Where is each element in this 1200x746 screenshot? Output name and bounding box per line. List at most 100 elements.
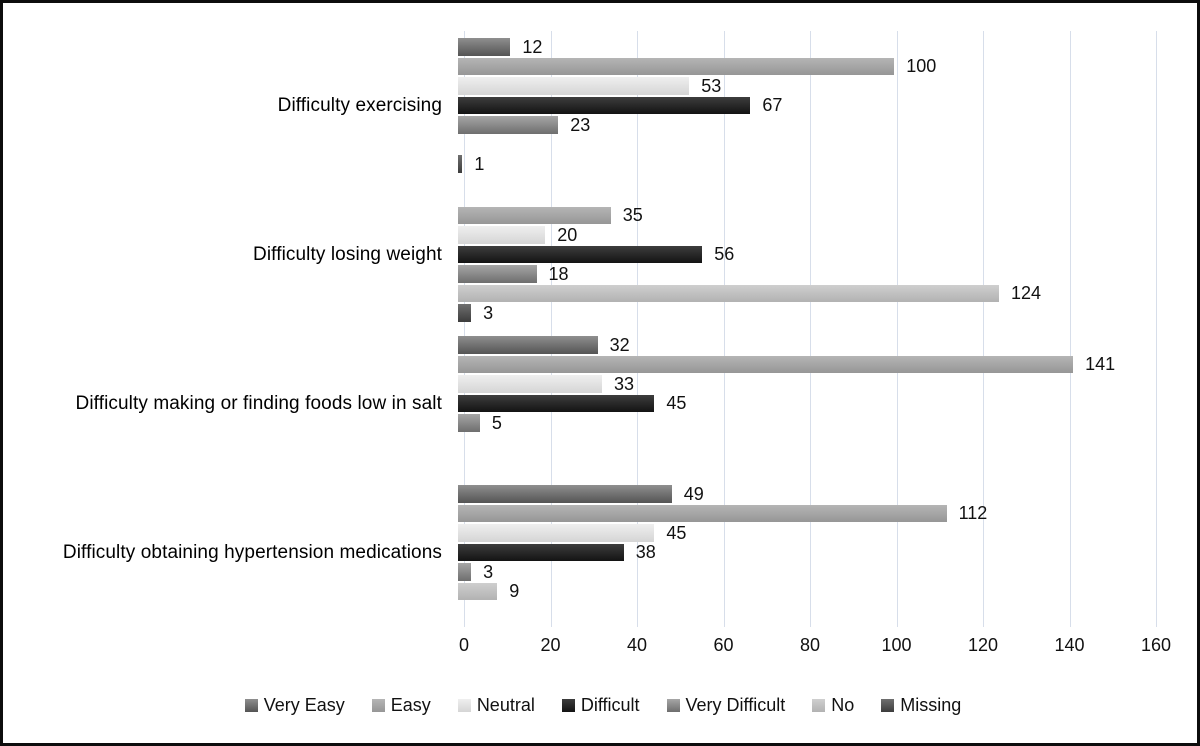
legend-item-difficult: Difficult	[561, 695, 640, 716]
legend-swatch-icon	[457, 699, 471, 712]
bar-row: 112	[458, 504, 1156, 524]
bar-row: 33	[458, 374, 1156, 394]
bar-value-label: 3	[483, 302, 494, 323]
legend-label: Easy	[390, 695, 431, 715]
x-axis-tick-labels: 0 20 40 60 80 100 120 140 160	[3, 635, 1197, 665]
x-tick-label: 40	[626, 635, 648, 655]
legend-label: Very Difficult	[685, 695, 786, 715]
legend-item-neutral: Neutral	[457, 695, 535, 716]
bar-row: 38	[458, 543, 1156, 563]
bar-value-label: 9	[509, 581, 520, 601]
legend-item-missing: Missing	[881, 695, 961, 716]
legend-item-very-difficult: Very Difficult	[666, 695, 786, 716]
legend-label: Neutral	[476, 695, 535, 715]
x-tick-label: 80	[799, 635, 821, 655]
category-bars: 32 141 33 45 5	[458, 329, 1156, 478]
category-bars: 35 20 56 18 124 3	[458, 180, 1156, 329]
gridline-x-0	[464, 31, 465, 627]
bar-row: 5	[458, 413, 1156, 433]
bar-value-label: 5	[491, 412, 502, 433]
chart-legend: Very Easy Easy Neutral Difficult Very Diffic…	[3, 695, 1197, 716]
bar-neutral	[458, 77, 690, 95]
gridline-x-120	[983, 31, 984, 627]
bar-value-label: 23	[570, 114, 591, 135]
category-label: Difficulty losing weight	[253, 243, 442, 265]
legend-label: Very Easy	[263, 695, 345, 715]
legend-label: Missing	[900, 695, 962, 715]
bar-missing	[458, 304, 472, 322]
bar-value-label: 56	[714, 244, 735, 264]
bar-row: 9	[458, 582, 1156, 602]
bar-value-label: 32	[609, 334, 630, 355]
legend-swatch-icon	[371, 699, 385, 712]
bar-groups: Difficulty exercising 12 100 53 67 23 1 Difficu…	[3, 31, 1197, 627]
bar-value-label: 35	[622, 205, 643, 225]
x-tick-label: 140	[1054, 635, 1085, 655]
bar-row: 23	[458, 115, 1156, 135]
bar-value-label: 18	[548, 263, 569, 284]
bar-value-label: 20	[557, 224, 578, 245]
bar-neutral	[458, 375, 602, 393]
bar-value-label: 53	[701, 75, 722, 96]
bar-row: 1	[458, 154, 1156, 174]
bar-easy	[458, 206, 611, 225]
gridline-x-60	[723, 31, 725, 627]
x-tick-label: 120	[967, 635, 999, 655]
legend-swatch-icon	[244, 699, 258, 712]
bar-row	[458, 601, 1156, 621]
bar-difficult	[458, 394, 655, 413]
bar-very-easy	[458, 38, 511, 56]
category-group: Difficulty obtaining hypertension medica…	[3, 478, 1197, 627]
category-bars: 12 100 53 67 23 1	[458, 31, 1156, 180]
bar-row: 56	[458, 245, 1156, 265]
bar-easy	[458, 355, 1074, 374]
bar-value-label: 33	[613, 373, 635, 394]
bar-row: 53	[458, 76, 1156, 96]
category-group: Difficulty losing weight 35 20 56 18 124 3	[3, 180, 1197, 329]
bar-row	[458, 186, 1156, 206]
bar-neutral	[458, 524, 655, 542]
x-tick-label: 160	[1140, 635, 1172, 655]
bar-value-label: 45	[666, 522, 687, 543]
bar-value-label: 67	[762, 95, 783, 115]
x-tick-label: 100	[881, 635, 912, 655]
bar-value-label: 49	[683, 483, 704, 504]
bar-very-difficult	[458, 563, 472, 581]
bar-very-easy	[458, 485, 672, 503]
bar-row: 18	[458, 264, 1156, 284]
bar-row	[458, 135, 1156, 155]
grouped-bar-chart: Difficulty exercising 12 100 53 67 23 1 Difficu…	[3, 3, 1197, 743]
bar-very-difficult	[458, 116, 559, 134]
bar-easy	[458, 57, 895, 76]
bar-value-label: 100	[906, 56, 937, 76]
bar-no	[458, 284, 999, 303]
bar-row: 35	[458, 206, 1156, 226]
legend-item-no: No	[812, 695, 854, 716]
gridline-x-100	[896, 31, 898, 627]
x-tick-label: 20	[540, 635, 561, 655]
x-tick-label: 0	[458, 635, 470, 655]
bar-value-label: 141	[1085, 354, 1116, 374]
legend-swatch-icon	[561, 699, 575, 712]
bar-difficult	[458, 245, 703, 264]
bar-value-label: 12	[522, 36, 543, 57]
bar-row: 45	[458, 523, 1156, 543]
legend-swatch-icon	[666, 699, 680, 712]
bar-row	[458, 433, 1156, 453]
gridline-x-80	[810, 31, 811, 627]
bar-easy	[458, 504, 947, 523]
legend-swatch-icon	[881, 699, 895, 712]
gridline-x-20	[550, 31, 552, 627]
bar-no	[458, 582, 498, 601]
bar-row: 49	[458, 484, 1156, 504]
legend-label: No	[831, 695, 855, 715]
bar-row: 3	[458, 303, 1156, 323]
bar-row: 124	[458, 284, 1156, 304]
bar-row: 20	[458, 225, 1156, 245]
category-label: Difficulty exercising	[277, 94, 442, 116]
bar-value-label: 1	[474, 153, 485, 174]
bar-difficult	[458, 543, 624, 562]
bar-difficult	[458, 96, 751, 115]
legend-item-easy: Easy	[371, 695, 431, 716]
